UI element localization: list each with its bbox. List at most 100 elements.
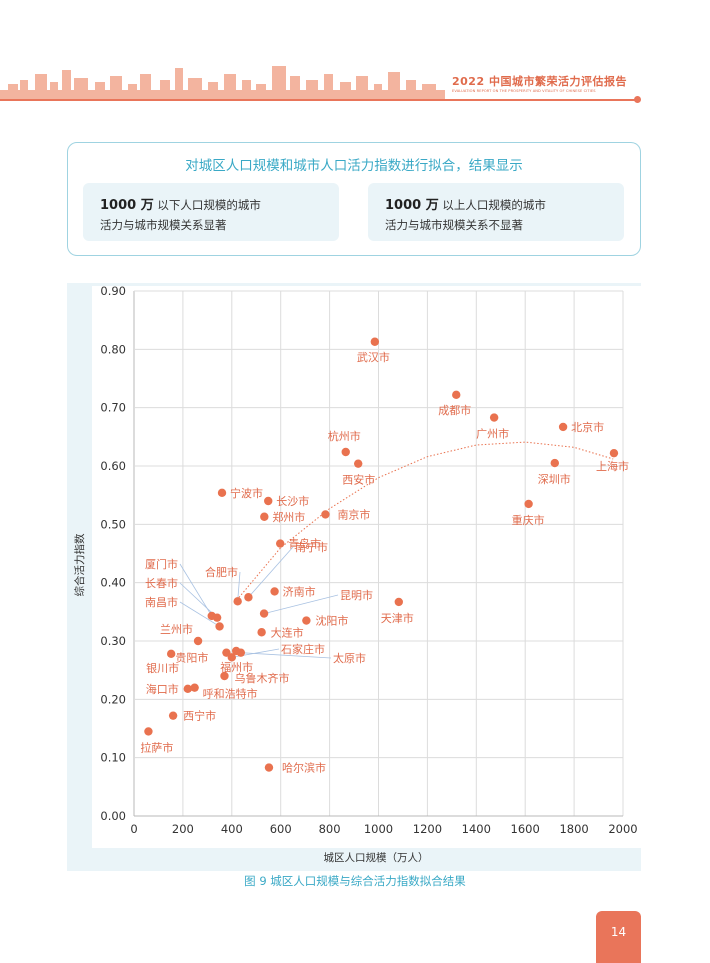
y-axis-title: 综合活力指数 — [73, 533, 86, 596]
leader-line — [179, 601, 220, 627]
x-tick-label: 400 — [221, 822, 243, 836]
x-tick-label: 1800 — [559, 822, 588, 836]
finding-card-headline: 1000 万 以上人口规模的城市 — [385, 194, 546, 213]
finding-card-bold: 1000 万 — [385, 198, 439, 213]
data-point — [144, 727, 153, 736]
point-label: 贵阳市 — [175, 651, 208, 665]
point-label: 福州市 — [220, 660, 253, 674]
point-label: 合肥市 — [205, 565, 238, 579]
finding-card-above-10m: 1000 万 以上人口规模的城市 活力与城市规模关系不显著 — [368, 183, 624, 241]
point-label: 天津市 — [381, 611, 414, 625]
point-label: 杭州市 — [328, 429, 361, 443]
point-label: 北京市 — [571, 420, 604, 434]
report-subtitle: EVALUATION REPORT ON THE PROSPERITY AND … — [452, 89, 596, 93]
x-axis-title: 城区人口规模（万人） — [324, 851, 429, 864]
point-label: 乌鲁木齐市 — [234, 671, 289, 685]
point-label: 西安市 — [342, 473, 375, 487]
y-tick-label: 0.50 — [100, 517, 126, 531]
data-point — [168, 711, 178, 720]
trend-line — [236, 441, 614, 601]
point-label: 银川市 — [146, 661, 179, 675]
point-label: 武汉市 — [357, 350, 390, 364]
point-label: 上海市 — [596, 459, 629, 473]
data-point — [264, 496, 273, 506]
data-point — [193, 636, 203, 646]
y-tick-label: 0.10 — [100, 751, 126, 765]
data-point — [212, 613, 222, 622]
point-label: 厦门市 — [145, 557, 178, 571]
data-point — [609, 448, 619, 458]
point-label: 郑州市 — [272, 510, 305, 524]
leader-line — [240, 652, 332, 659]
header-rule-dot — [634, 96, 641, 103]
y-tick-label: 0.40 — [100, 576, 126, 590]
point-label: 沈阳市 — [315, 614, 348, 628]
finding-box: 对城区人口规模和城市人口活力指数进行拟合，结果显示 1000 万 以下人口规模的… — [67, 142, 641, 256]
data-point — [259, 609, 269, 618]
data-point — [233, 597, 242, 606]
point-label: 重庆市 — [512, 513, 545, 527]
point-label: 西宁市 — [183, 709, 216, 723]
point-label: 哈尔滨市 — [282, 761, 326, 775]
point-label: 长春市 — [145, 576, 178, 590]
x-tick-label: 0 — [130, 822, 137, 836]
point-label: 长沙市 — [276, 494, 309, 508]
finding-card-headline: 1000 万 以下人口规模的城市 — [100, 194, 261, 213]
x-tick-label: 2000 — [608, 822, 637, 836]
point-label: 宁波市 — [230, 486, 263, 500]
point-label: 青岛市 — [288, 537, 321, 551]
data-point — [394, 597, 403, 607]
data-point — [489, 413, 499, 422]
plot-area — [92, 286, 641, 848]
finding-card-text: 以上人口规模的城市 — [442, 198, 546, 212]
leader-lines — [179, 546, 339, 659]
page-number: 14 — [610, 925, 627, 939]
x-tick-label: 200 — [172, 822, 194, 836]
y-tick-label: 0.80 — [100, 342, 126, 356]
point-label: 深圳市 — [538, 472, 571, 486]
finding-card-text: 以下人口规模的城市 — [157, 198, 261, 212]
data-point — [260, 512, 269, 521]
data-point — [276, 539, 285, 548]
point-label: 南宁市 — [295, 540, 328, 554]
data-point — [270, 587, 279, 596]
y-tick-label: 0.60 — [100, 459, 126, 473]
page-number-tab: 14 — [596, 911, 641, 963]
data-point — [302, 616, 311, 625]
finding-card-below-10m: 1000 万 以下人口规模的城市 活力与城市规模关系显著 — [83, 183, 339, 241]
point-label: 广州市 — [476, 427, 509, 441]
header-rule — [0, 99, 638, 101]
data-point — [257, 628, 266, 637]
leader-line — [248, 546, 294, 598]
data-point — [236, 648, 246, 657]
data-point — [264, 763, 274, 772]
point-label: 大连市 — [271, 625, 304, 639]
point-label: 太原市 — [333, 651, 366, 665]
data-point — [183, 684, 192, 694]
data-point — [321, 510, 330, 519]
point-label: 南京市 — [337, 507, 370, 521]
leader-line — [263, 594, 339, 614]
data-point — [215, 622, 224, 631]
x-tick-label: 1000 — [364, 822, 393, 836]
data-point — [524, 499, 533, 509]
data-point — [217, 488, 227, 498]
x-tick-label: 1200 — [413, 822, 442, 836]
x-tick-label: 800 — [319, 822, 341, 836]
data-point — [341, 447, 350, 457]
y-tick-label: 0.90 — [100, 284, 126, 298]
data-points — [144, 337, 619, 772]
point-label: 济南市 — [283, 584, 316, 598]
point-label: 海口市 — [146, 682, 179, 696]
x-tick-labels: 0 200 400 600 800 1000 1200 1400 1600 1800 2000 — [130, 822, 637, 836]
point-label: 南昌市 — [145, 595, 178, 609]
data-point — [558, 422, 568, 432]
leader-line — [237, 571, 241, 602]
x-tick-label: 1400 — [462, 822, 491, 836]
data-point — [220, 671, 229, 681]
y-tick-label: 0.00 — [100, 809, 126, 823]
data-point — [227, 653, 236, 662]
point-label: 拉萨市 — [140, 740, 173, 754]
